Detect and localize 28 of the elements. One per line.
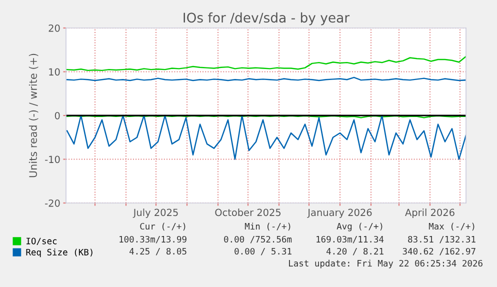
text: Avg (-/+) [336,222,382,232]
x-tick-label: April 2026 [405,208,454,218]
text: 83.51 /132.31 [408,236,476,244]
x-tick-label: October 2025 [215,208,281,216]
text: Last update: Fri May 22 06:25:34 2026 [289,260,482,268]
legend-label: Req Size (KB) [26,248,92,258]
y-axis-title: Units read (-) / write (+) [28,54,38,178]
x-tick-label: July 2025 [132,208,178,218]
y-tick-label: 0 [54,112,60,120]
y-tick-label: -10 [45,156,60,164]
text: 169.03m/11.34 [316,236,384,244]
text: Cur (-/+) [140,222,186,231]
text: 0.00 /752.56m [224,236,292,244]
text: 100.33m/13.99 [120,236,186,244]
y-tick-label: -20 [45,199,60,207]
y-tick-label: 20 [48,24,60,32]
legend-label: IO/sec [26,238,57,246]
text: Max (-/+) [428,222,474,231]
text: 0.00 / 5.31 [234,248,292,256]
text: 340.62 /162.97 [402,248,476,256]
x-tick-label: January 2026 [307,208,372,218]
chart-title: IOs for /dev/sda - by year [184,12,350,26]
text: Min (-/+) [244,222,290,231]
line-series [66,114,466,160]
line-series [66,56,466,72]
y-tick-label: 10 [49,68,60,76]
text: 4.25 / 8.05 [129,248,186,256]
text: 4.20 / 8.21 [326,248,384,256]
